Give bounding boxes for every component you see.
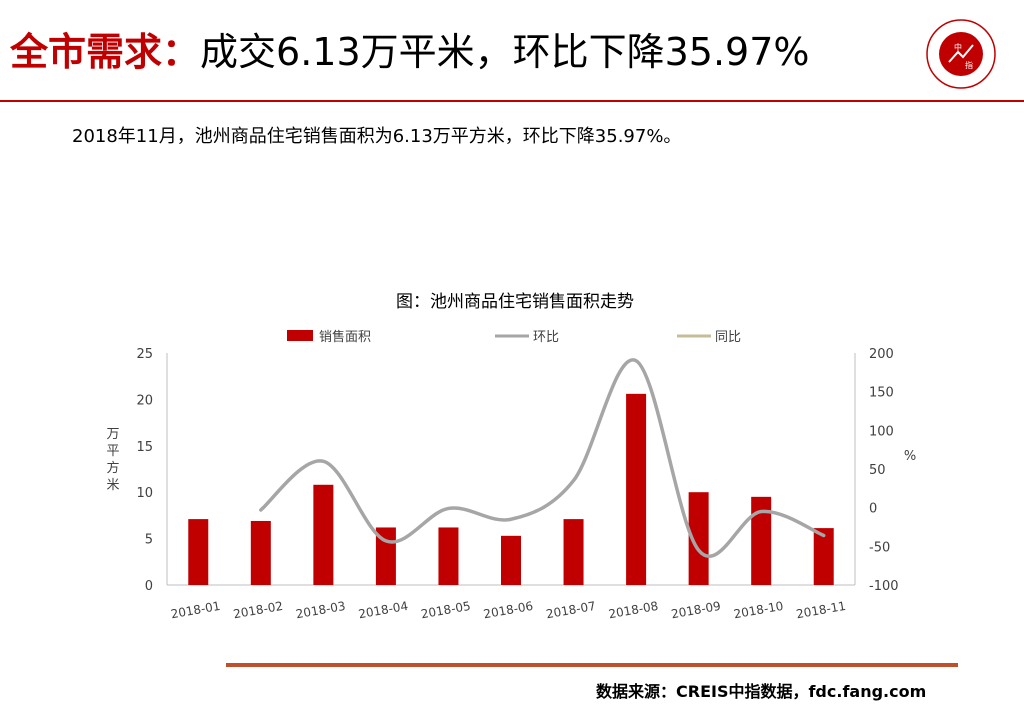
footer-divider [226,663,958,667]
bar-2018-06 [501,535,521,585]
left-y-tick-label: 25 [136,347,153,362]
x-tick-label: 2018-01 [170,599,222,621]
right-y-tick-label: 100 [869,424,894,439]
page-title-rest: 成交6.13万平米，环比下降35.97% [200,30,810,74]
legend-swatch [287,330,313,341]
bar-2018-07 [563,519,584,585]
chart-title: 图：池州商品住宅销售面积走势 [396,292,634,312]
left-y-ticks: 0 5 10 15 20 25 [136,347,153,594]
title-divider [0,100,1024,102]
x-tick-label: 2018-02 [232,599,284,621]
line-series [259,358,826,558]
right-y-tick-label: -100 [869,579,899,594]
svg-text:指: 指 [965,60,973,70]
summary-text: 2018年11月，池州商品住宅销售面积为6.13万平方米，环比下降35.97%。 [72,126,682,147]
x-tick-label: 2018-04 [357,599,409,621]
legend-label: 同比 [715,330,741,345]
bar-2018-03 [313,484,334,585]
left-y-tick-label: 20 [136,393,153,408]
bar-2018-09 [688,492,709,585]
line-环比 [259,358,826,558]
right-y-tick-label: 50 [869,463,886,478]
x-tick-labels: 2018-01 2018-02 2018-03 2018-04 2018-05 2018-… [170,599,847,621]
bar-2018-10 [751,496,772,585]
left-y-axis-label-char: 方 [106,460,119,476]
x-tick-label: 2018-06 [482,599,534,621]
legend-item-销售面积: 销售面积 [287,329,371,345]
right-y-tick-label: -50 [869,540,890,555]
right-y-tick-label: 200 [869,347,894,362]
data-source: 数据来源：CREIS中指数据，fdc.fang.com [596,682,927,701]
left-y-tick-label: 5 [145,533,153,548]
right-y-tick-label: 150 [869,386,894,401]
x-tick-label: 2018-09 [670,599,722,621]
legend-item-环比: 环比 [495,330,559,345]
x-tick-label: 2018-11 [795,599,847,621]
x-tick-label: 2018-05 [420,599,472,621]
seal-logo-icon: 中 指 [926,19,996,89]
legend-label: 销售面积 [319,329,371,345]
legend-label: 环比 [533,330,559,345]
left-y-axis-label-char: 万 [106,427,119,442]
right-y-axis-label: % [904,449,916,464]
page-title-prefix: 全市需求： [10,30,201,74]
left-y-axis-label-char: 平 [106,444,119,459]
x-tick-label: 2018-08 [607,599,659,621]
right-y-tick-label: 0 [869,502,877,517]
bar-2018-11 [813,528,834,585]
legend-item-同比: 同比 [677,330,741,345]
bar-2018-01 [188,519,209,585]
left-y-axis-label: 万平方米 [106,427,119,493]
left-y-tick-label: 0 [145,579,153,594]
page-title: 全市需求：成交6.13万平米，环比下降35.97% [10,28,810,76]
chart-legend: 销售面积 环比 同比 [287,329,741,345]
bar-2018-02 [250,520,271,585]
left-y-tick-label: 10 [136,486,153,501]
bar-series [188,393,834,585]
svg-text:中: 中 [954,42,962,52]
bar-2018-08 [626,393,647,585]
left-y-axis-label-char: 米 [106,478,119,493]
left-y-tick-label: 15 [136,440,153,455]
x-tick-label: 2018-07 [545,599,597,621]
right-y-ticks: -100 -50 0 50 100 150 200 [869,347,899,594]
x-tick-label: 2018-10 [733,599,785,621]
x-tick-label: 2018-03 [295,599,347,621]
bar-2018-05 [438,527,459,585]
